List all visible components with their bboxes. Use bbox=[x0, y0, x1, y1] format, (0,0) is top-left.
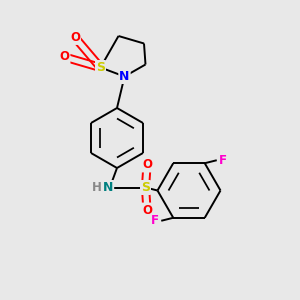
Text: N: N bbox=[119, 70, 130, 83]
Text: O: O bbox=[70, 31, 80, 44]
Text: O: O bbox=[142, 158, 152, 172]
Text: H: H bbox=[92, 181, 101, 194]
Text: S: S bbox=[141, 181, 150, 194]
Text: F: F bbox=[219, 154, 227, 167]
Text: O: O bbox=[59, 50, 70, 64]
Text: N: N bbox=[103, 181, 113, 194]
Text: O: O bbox=[142, 203, 152, 217]
Text: F: F bbox=[151, 214, 159, 227]
Text: S: S bbox=[96, 61, 105, 74]
